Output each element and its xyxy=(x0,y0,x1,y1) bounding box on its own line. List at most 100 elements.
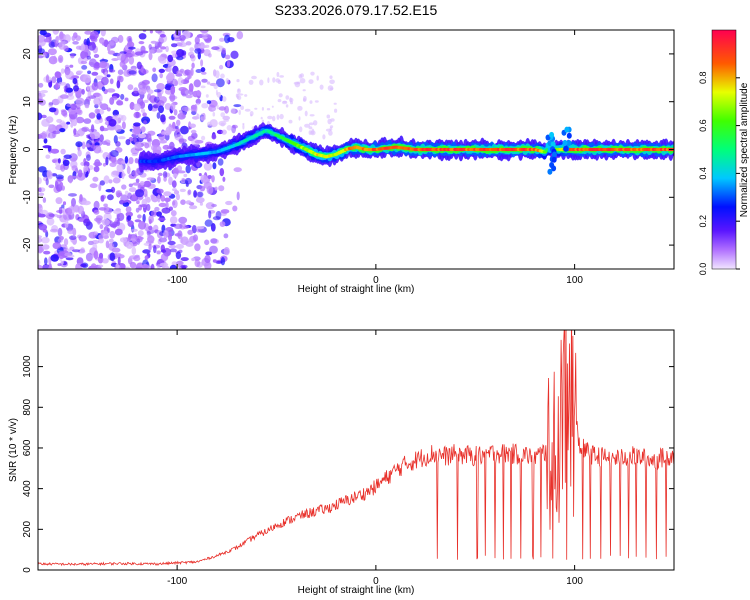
noise-blob xyxy=(279,113,284,120)
noise-blob xyxy=(98,61,108,69)
y-tick-label: 10 xyxy=(22,96,33,108)
noise-blob xyxy=(105,156,109,166)
noise-blob xyxy=(233,104,242,108)
noise-blob xyxy=(220,122,225,127)
noise-blob xyxy=(83,218,91,227)
noise-blob xyxy=(325,128,332,132)
y-tick-label: 800 xyxy=(22,399,33,416)
noise-blob xyxy=(68,193,77,197)
noise-blob xyxy=(91,240,100,244)
noise-blob xyxy=(135,178,140,183)
noise-blob xyxy=(238,93,244,96)
noise-blob xyxy=(117,192,123,197)
noise-blob xyxy=(41,114,47,119)
noise-blob xyxy=(299,78,306,84)
noise-blob xyxy=(80,60,88,65)
noise-blob xyxy=(191,257,196,262)
noise-blob xyxy=(117,34,124,43)
noise-blob xyxy=(185,182,189,187)
noise-blob xyxy=(103,139,111,145)
ridge-spread xyxy=(564,126,570,133)
noise-blob xyxy=(125,241,134,249)
noise-blob xyxy=(38,166,47,173)
noise-blob xyxy=(212,162,217,170)
noise-blob xyxy=(148,219,152,225)
noise-blob xyxy=(175,128,181,134)
noise-blob xyxy=(131,246,137,255)
noise-blob xyxy=(172,199,178,209)
noise-blob xyxy=(220,257,226,266)
y-tick-label: -10 xyxy=(22,190,33,205)
noise-blob xyxy=(224,34,231,44)
noise-blob xyxy=(279,75,284,78)
x-tick-label: 100 xyxy=(566,576,583,587)
noise-blob xyxy=(298,116,301,121)
noise-blob xyxy=(87,70,92,75)
noise-blob xyxy=(73,128,77,136)
noise-blob xyxy=(99,103,109,110)
noise-blob xyxy=(45,177,49,186)
noise-blob xyxy=(40,90,48,94)
noise-blob xyxy=(93,200,100,210)
noise-blob xyxy=(193,79,201,88)
noise-blob xyxy=(82,74,91,84)
noise-blob xyxy=(109,223,118,228)
noise-blob xyxy=(223,233,229,239)
noise-blob xyxy=(134,266,143,269)
noise-blob xyxy=(298,74,303,79)
noise-blob xyxy=(190,129,197,134)
noise-blob xyxy=(38,187,42,193)
noise-blob xyxy=(38,224,48,231)
noise-blob xyxy=(52,242,62,250)
noise-blob xyxy=(201,103,209,109)
noise-blob xyxy=(121,184,127,190)
colorbar-tick-label: 0.4 xyxy=(698,167,708,180)
noise-blob xyxy=(124,97,129,102)
noise-blob xyxy=(121,121,126,130)
y-tick-label: 600 xyxy=(22,439,33,456)
noise-blob xyxy=(206,185,214,195)
noise-blob xyxy=(177,170,186,174)
noise-blob xyxy=(179,188,186,193)
noise-blob xyxy=(109,40,115,46)
noise-blob xyxy=(294,81,301,88)
noise-blob xyxy=(38,34,45,43)
noise-blob xyxy=(114,124,122,132)
x-tick-label: -100 xyxy=(167,576,187,587)
noise-blob xyxy=(267,77,270,84)
noise-blob xyxy=(154,49,163,53)
colorbar-label: Normalized spectral amplitude xyxy=(739,82,750,217)
noise-blob xyxy=(178,216,188,224)
noise-blob xyxy=(199,185,206,192)
colorbar: 0.0 0.2 0.4 0.6 0.8 Normalized spectral ampl… xyxy=(698,29,750,275)
noise-blob xyxy=(139,204,148,208)
noise-blob xyxy=(171,180,177,188)
noise-blob xyxy=(164,197,171,203)
noise-blob xyxy=(304,110,308,117)
noise-blob xyxy=(143,180,152,188)
noise-blob xyxy=(299,126,303,133)
noise-blob xyxy=(117,69,124,75)
noise-blob xyxy=(48,101,53,108)
noise-blob xyxy=(102,230,109,240)
noise-blob xyxy=(127,84,134,91)
noise-blob xyxy=(310,71,315,76)
noise-blob xyxy=(42,264,50,269)
noise-blob xyxy=(194,259,201,268)
noise-blob xyxy=(195,226,205,230)
noise-blob xyxy=(236,79,240,83)
noise-blob xyxy=(157,264,161,269)
noise-blob xyxy=(59,94,69,99)
noise-blob xyxy=(108,69,116,73)
noise-blob xyxy=(65,257,74,261)
noise-blob xyxy=(38,93,46,98)
noise-blob xyxy=(200,59,204,67)
noise-blob xyxy=(39,132,47,139)
noise-blob xyxy=(134,51,144,56)
noise-blob xyxy=(62,207,66,215)
noise-blob xyxy=(110,186,116,193)
noise-blob xyxy=(203,162,213,171)
noise-blob xyxy=(200,67,206,73)
noise-blob xyxy=(49,107,57,113)
noise-blob xyxy=(80,50,89,60)
